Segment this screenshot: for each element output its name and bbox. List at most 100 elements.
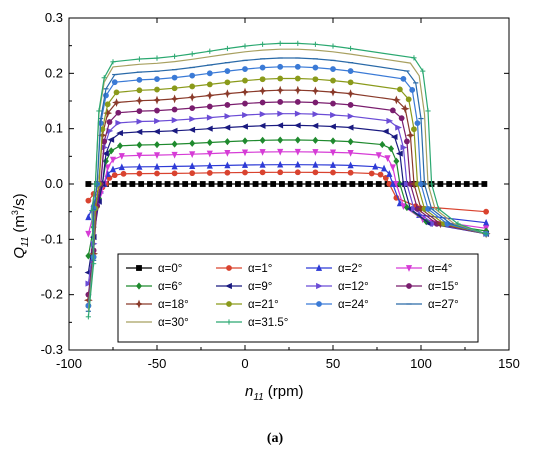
data-point <box>389 180 396 187</box>
data-point <box>472 181 479 187</box>
data-point <box>310 86 320 96</box>
data-point <box>224 68 231 74</box>
data-point <box>328 87 338 97</box>
data-point <box>386 170 393 177</box>
data-point <box>349 181 356 187</box>
legend-entry: α=24° <box>306 299 369 311</box>
data-point <box>241 161 249 168</box>
data-point <box>446 181 453 187</box>
data-point <box>389 164 396 172</box>
data-point <box>104 164 111 172</box>
data-point <box>171 85 178 92</box>
legend-label: α=27° <box>428 299 459 311</box>
data-point <box>136 141 143 149</box>
data-point <box>118 163 125 171</box>
data-point <box>118 153 125 160</box>
data-point <box>258 122 266 129</box>
data-point <box>390 133 398 141</box>
data-point <box>171 162 178 170</box>
data-point <box>188 126 196 133</box>
data-point <box>398 115 405 122</box>
data-point <box>189 51 195 57</box>
legend-entry: α=12° <box>306 281 369 293</box>
data-point <box>405 96 412 103</box>
legend-label: α=21° <box>248 299 279 311</box>
data-point <box>428 181 435 187</box>
data-point <box>483 218 490 226</box>
data-point <box>259 64 266 71</box>
data-point <box>260 41 266 47</box>
data-point <box>217 181 224 187</box>
data-point <box>206 161 213 169</box>
data-point <box>384 155 391 162</box>
data-point <box>85 314 91 320</box>
legend-label: α=4° <box>428 263 452 275</box>
data-point <box>395 124 402 131</box>
data-point <box>153 128 160 135</box>
data-point <box>110 59 116 65</box>
data-point <box>311 122 319 129</box>
data-point <box>400 75 407 82</box>
legend-entry: α=0° <box>126 263 182 275</box>
data-point <box>164 181 171 187</box>
data-point <box>224 169 231 176</box>
data-point <box>314 181 321 187</box>
legend-label: α=24° <box>338 299 369 311</box>
data-point <box>85 280 93 287</box>
y-axis-label: Q11(m3/s) <box>10 193 31 258</box>
data-point <box>224 150 231 157</box>
data-point <box>329 123 336 130</box>
legend-box <box>117 253 479 343</box>
data-point <box>277 148 284 156</box>
data-point <box>347 150 354 157</box>
series-line <box>85 40 489 320</box>
data-point <box>109 156 117 164</box>
data-point <box>312 76 319 83</box>
data-point <box>101 75 107 81</box>
data-point <box>117 142 124 150</box>
data-point <box>92 181 98 187</box>
data-point <box>406 130 415 140</box>
data-point <box>294 75 301 82</box>
legend-label: α=18° <box>158 299 189 311</box>
data-point <box>85 252 92 260</box>
data-point <box>206 138 213 147</box>
data-point <box>171 106 178 113</box>
data-point <box>293 85 303 95</box>
data-point <box>294 169 301 176</box>
data-point <box>436 206 442 212</box>
data-point <box>414 120 421 127</box>
data-point <box>347 161 354 169</box>
data-point <box>391 95 401 105</box>
data-point <box>375 152 382 159</box>
legend-label: α=1° <box>248 263 272 275</box>
data-point <box>242 66 248 72</box>
data-point <box>189 72 196 79</box>
data-point <box>277 99 284 105</box>
legend-label: α=2° <box>338 263 362 275</box>
data-point <box>347 79 354 86</box>
data-point <box>330 66 336 72</box>
data-point <box>368 170 375 177</box>
data-point <box>259 169 266 176</box>
data-point <box>400 203 407 210</box>
x-tick-label: -100 <box>56 356 82 371</box>
data-point <box>226 319 232 325</box>
data-point <box>400 104 410 114</box>
data-point <box>208 181 215 187</box>
data-point <box>277 40 283 46</box>
data-point <box>136 108 143 115</box>
series-layer <box>83 40 491 320</box>
data-point <box>330 137 336 145</box>
data-point <box>224 161 231 169</box>
data-point <box>136 76 143 83</box>
x-tick-label: 150 <box>498 356 520 371</box>
data-point <box>259 76 266 83</box>
data-point <box>171 151 178 159</box>
data-point <box>85 230 92 238</box>
data-point <box>388 145 395 153</box>
data-point <box>115 109 122 116</box>
series-line <box>85 63 490 309</box>
data-point <box>108 147 115 155</box>
data-point <box>205 91 215 100</box>
